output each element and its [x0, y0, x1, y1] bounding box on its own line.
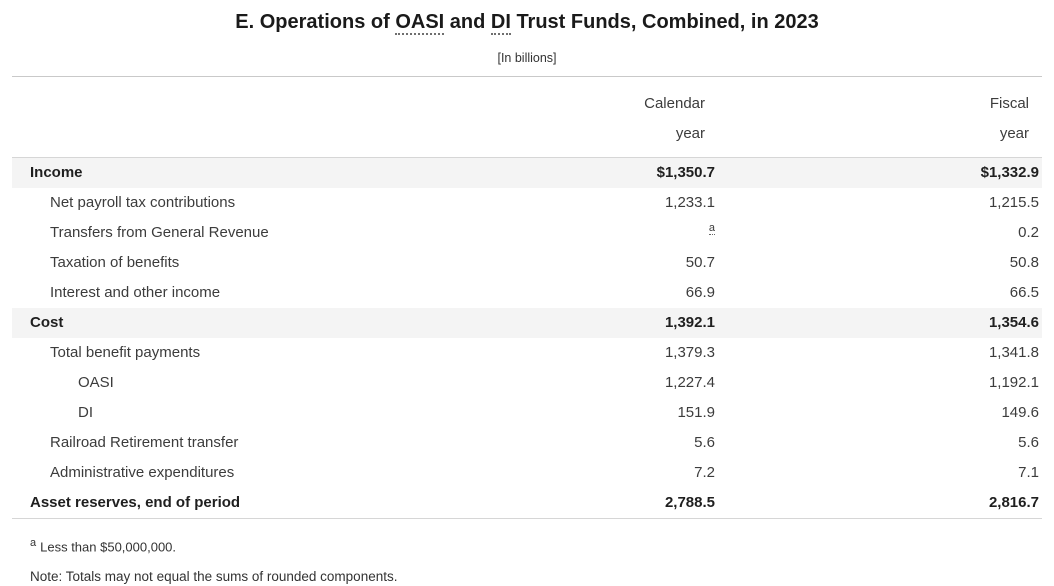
calendar-year-value: 66.9 [685, 284, 715, 301]
abbr-di: DI [490, 11, 511, 35]
fiscal-year-value: 1,341.8 [988, 344, 1039, 361]
fiscal-year-value: 1,192.1 [988, 374, 1039, 391]
footnote-link-a[interactable]: a [708, 222, 715, 235]
calendar-year-value: 50.7 [685, 254, 715, 271]
calendar-year-value: 1,392.1 [586, 308, 718, 338]
calendar-year-value: 5.6 [694, 434, 715, 451]
row-label: Interest and other income [50, 284, 221, 301]
fiscal-year-value: 2,816.7 [718, 488, 1042, 519]
fiscal-year-value: $1,332.9 [718, 157, 1042, 188]
fiscal-year-value: 50.8 [1009, 254, 1039, 271]
calendar-year-value: 1,233.1 [664, 194, 715, 211]
fiscal-header-line2: year [999, 125, 1029, 142]
title-text-prefix: E. Operations of [235, 11, 396, 33]
row-label: Cost [12, 308, 586, 338]
calendar-year-value: 151.9 [677, 404, 715, 421]
table-body: Income $1,350.7 $1,332.9 Net payroll tax co… [12, 157, 1042, 519]
calendar-year-value: 1,227.4 [664, 374, 715, 391]
fiscal-year-value: 1,215.5 [988, 194, 1039, 211]
table-container: Calendar year Fiscal year Income $1,350.7… [12, 76, 1042, 519]
row-label: Administrative expenditures [50, 464, 235, 481]
footnotes: a Less than $50,000,000. Note: Totals may… [30, 535, 1042, 585]
row-label-header [12, 76, 586, 158]
operations-table: Calendar year Fiscal year Income $1,350.7… [12, 76, 1042, 519]
calendar-year-value: 7.2 [694, 464, 715, 481]
fiscal-year-value: 1,354.6 [718, 308, 1042, 338]
table-row: Transfers from General Revenue a 0.2 [12, 218, 1042, 248]
table-subtitle: [In billions] [497, 51, 557, 65]
calendar-header-line1: Calendar [644, 95, 705, 112]
row-label: Asset reserves, end of period [12, 488, 586, 519]
title-text-mid: and [444, 11, 491, 33]
row-label: Income [12, 157, 586, 188]
calendar-year-value: a [586, 218, 718, 248]
title-text-suffix: Trust Funds, Combined, in 2023 [510, 11, 819, 33]
row-label: Net payroll tax contributions [50, 194, 236, 211]
footnote-a: a Less than $50,000,000. [30, 535, 1042, 555]
fiscal-year-value: 149.6 [1001, 404, 1039, 421]
table-row: Cost 1,392.1 1,354.6 [12, 308, 1042, 338]
row-label: Transfers from General Revenue [50, 224, 269, 241]
fiscal-year-value: 66.5 [1009, 284, 1039, 301]
row-label: Railroad Retirement transfer [50, 434, 239, 451]
table-row: Interest and other income 66.9 66.5 [12, 278, 1042, 308]
header-row: Calendar year Fiscal year [12, 76, 1042, 158]
table-row: Net payroll tax contributions 1,233.1 1,21… [12, 188, 1042, 218]
fiscal-year-header: Fiscal year [718, 76, 1042, 158]
row-label: Total benefit payments [50, 344, 201, 361]
row-label: OASI [78, 374, 114, 391]
calendar-year-value: 1,379.3 [664, 344, 715, 361]
calendar-year-value: $1,350.7 [586, 157, 718, 188]
table-row: Taxation of benefits 50.7 50.8 [12, 248, 1042, 278]
row-label: Taxation of benefits [50, 254, 180, 271]
table-row: Income $1,350.7 $1,332.9 [12, 157, 1042, 188]
fiscal-year-value: 7.1 [1018, 464, 1039, 481]
table-row: Asset reserves, end of period 2,788.5 2,81… [12, 488, 1042, 519]
row-label: DI [78, 404, 93, 421]
page-title: E. Operations of OASI and DI Trust Funds… [0, 8, 1054, 36]
table-row: Total benefit payments 1,379.3 1,341.8 [12, 338, 1042, 368]
calendar-header-line2: year [675, 125, 705, 142]
table-row: OASI 1,227.4 1,192.1 [12, 368, 1042, 398]
table-row: DI 151.9 149.6 [12, 398, 1042, 428]
abbr-oasi: OASI [395, 11, 445, 35]
calendar-year-header: Calendar year [586, 76, 718, 158]
table-row: Railroad Retirement transfer 5.6 5.6 [12, 428, 1042, 458]
table-row: Administrative expenditures 7.2 7.1 [12, 458, 1042, 488]
fiscal-year-value: 5.6 [1018, 434, 1039, 451]
footnote-text: Less than $50,000,000. [40, 539, 177, 555]
fiscal-header-line1: Fiscal [989, 95, 1029, 112]
fiscal-year-value: 0.2 [1018, 224, 1039, 241]
rounding-note: Note: Totals may not equal the sums of r… [30, 569, 398, 585]
calendar-year-value: 2,788.5 [586, 488, 718, 519]
footnote-marker: a [30, 537, 37, 549]
